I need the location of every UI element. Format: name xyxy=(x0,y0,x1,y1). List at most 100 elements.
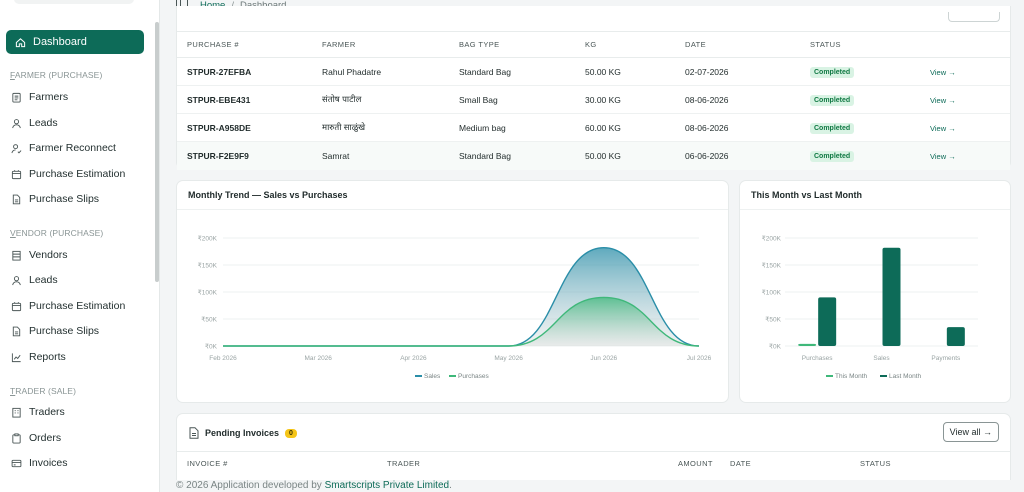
purchase-id: STPUR-F2E9F9 xyxy=(177,141,322,170)
view-link[interactable]: View → xyxy=(930,67,956,77)
series-line-purchases xyxy=(223,296,700,347)
card-title: Pending Invoices xyxy=(205,428,280,438)
date: 08-06-2026 xyxy=(685,113,810,142)
view-link[interactable]: View → xyxy=(930,123,956,133)
invoices-table: INVOICE # TRADER AMOUNT DATE STATUS xyxy=(177,451,1010,476)
column-header: STATUS xyxy=(810,31,930,58)
month-comparison-card: This Month vs Last Month ₹0K ₹50K ₹100K ₹15… xyxy=(739,180,1011,403)
date: 08-06-2026 xyxy=(685,85,810,114)
bag-type: Standard Bag xyxy=(459,57,585,86)
sidebar-item-vendors[interactable]: Vendors xyxy=(10,246,68,264)
calculator-icon xyxy=(10,300,22,312)
farmer-name: मारुती साळुंखे xyxy=(322,113,459,142)
y-tick-label: ₹100K xyxy=(762,289,782,297)
weight: 50.00 KG xyxy=(585,141,685,170)
file-icon xyxy=(10,325,22,337)
sidebar-item-label: Purchase Slips xyxy=(29,325,100,337)
status-cell: Completed xyxy=(810,141,930,170)
legend-swatch xyxy=(415,375,422,377)
sidebar-item-label: Purchase Estimation xyxy=(29,168,126,180)
table-row[interactable]: STPUR-EBE431 संतोष पाटील Small Bag 30.00… xyxy=(177,85,1010,114)
bag-type: Small Bag xyxy=(459,85,585,114)
pending-count-badge: 0 xyxy=(285,428,297,438)
sidebar-item-label: Leads xyxy=(29,117,58,129)
clipboard-icon xyxy=(10,91,22,103)
status-badge: Completed xyxy=(810,94,855,106)
footer-suffix: . xyxy=(449,480,452,491)
column-header: INVOICE # xyxy=(177,451,387,476)
sidebar-item-label: Farmer Reconnect xyxy=(29,142,116,154)
footer-company-link[interactable]: Smartscripts Private Limited xyxy=(324,480,450,491)
section-label-farmer: FARMER (PURCHASE) xyxy=(10,70,103,80)
breadcrumb-home[interactable]: Home xyxy=(200,0,225,11)
status-badge: Completed xyxy=(810,66,855,78)
x-tick-label: Mar 2026 xyxy=(304,355,332,362)
sidebar-item-label: Purchase Slips xyxy=(29,193,100,205)
column-header: AMOUNT xyxy=(678,451,730,476)
legend-label: Last Month xyxy=(889,373,922,380)
view-link[interactable]: View → xyxy=(930,151,956,161)
status-badge: Completed xyxy=(810,122,855,134)
clipboard-icon xyxy=(10,432,22,444)
view-all-purchases-button[interactable] xyxy=(948,12,1000,22)
purchase-id: STPUR-EBE431 xyxy=(177,85,322,114)
pending-invoices-card: Pending Invoices 0 View all → INVOICE # … xyxy=(176,413,1011,492)
sidebar-item-purchase-estimation[interactable]: Purchase Estimation xyxy=(10,165,125,183)
sidebar-item-reports[interactable]: Reports xyxy=(10,348,66,366)
table-row[interactable]: STPUR-F2E9F9 Samrat Standard Bag 50.00 K… xyxy=(177,141,1010,170)
column-header: KG xyxy=(585,31,685,58)
table-row[interactable]: STPUR-27EFBA Rahul Phadatre Standard Bag… xyxy=(177,57,1010,86)
purchases-table: PURCHASE # FARMER BAG TYPE KG DATE STATU… xyxy=(177,31,1010,170)
legend-label: This Month xyxy=(835,373,868,380)
sidebar-item-label: Purchase Estimation xyxy=(29,300,126,312)
building-icon xyxy=(10,406,22,418)
footer: © 2026 Application developed by Smartscr… xyxy=(176,480,1011,492)
sidebar-item-vendor-purchase-slips[interactable]: Purchase Slips xyxy=(10,322,99,340)
sidebar-item-traders[interactable]: Traders xyxy=(10,403,65,421)
sidebar-item-farmers[interactable]: Farmers xyxy=(10,88,68,106)
y-tick-label: ₹0K xyxy=(769,343,782,351)
legend-swatch xyxy=(449,375,456,377)
sidebar-scrollbar[interactable] xyxy=(155,22,159,282)
sidebar-item-vendor-leads[interactable]: Leads xyxy=(10,271,58,289)
status-cell: Completed xyxy=(810,113,930,142)
sidebar-item-vendor-purchase-estimation[interactable]: Purchase Estimation xyxy=(10,297,125,315)
x-tick-label: Sales xyxy=(873,355,890,362)
table-header-row: PURCHASE # FARMER BAG TYPE KG DATE STATU… xyxy=(177,31,1010,58)
sidebar-item-label: Invoices xyxy=(29,457,68,469)
bar-this-month xyxy=(798,343,817,346)
sidebar-item-dashboard[interactable]: Dashboard xyxy=(6,30,144,54)
view-cell: View → xyxy=(930,57,1010,86)
legend-label: Purchases xyxy=(458,373,489,380)
x-tick-label: Apr 2026 xyxy=(400,355,427,362)
y-tick-label: ₹100K xyxy=(198,289,218,297)
column-header: FARMER xyxy=(322,31,459,58)
table-row[interactable]: STPUR-A958DE मारुती साळुंखे Medium bag 6… xyxy=(177,113,1010,142)
column-header: DATE xyxy=(685,31,810,58)
y-tick-label: ₹150K xyxy=(762,262,782,270)
sidebar-item-orders[interactable]: Orders xyxy=(10,429,61,447)
area-fill-purchases xyxy=(223,297,699,346)
x-tick-label: May 2026 xyxy=(494,355,523,362)
bag-type: Standard Bag xyxy=(459,141,585,170)
sidebar-item-label: Leads xyxy=(29,274,58,286)
sidebar-item-label: Vendors xyxy=(29,249,68,261)
sidebar-item-invoices[interactable]: Invoices xyxy=(10,454,68,472)
card-divider xyxy=(177,209,728,210)
view-link[interactable]: View → xyxy=(930,95,956,105)
view-cell: View → xyxy=(930,113,1010,142)
sidebar: Dashboard FARMER (PURCHASE) Farmers Lead… xyxy=(0,0,160,492)
view-all-button[interactable]: View all → xyxy=(942,422,999,442)
sidebar-item-farmer-reconnect[interactable]: Farmer Reconnect xyxy=(10,139,116,157)
column-header: BAG TYPE xyxy=(459,31,585,58)
x-tick-label: Jul 2026 xyxy=(687,355,712,362)
sidebar-item-leads[interactable]: Leads xyxy=(10,114,58,132)
card-divider xyxy=(740,209,1010,210)
sidebar-item-purchase-slips[interactable]: Purchase Slips xyxy=(10,190,99,208)
file-icon xyxy=(189,427,199,439)
purchase-id: STPUR-A958DE xyxy=(177,113,322,142)
card-title: This Month vs Last Month xyxy=(751,190,862,200)
column-header: STATUS xyxy=(860,451,1010,476)
purchase-id: STPUR-27EFBA xyxy=(177,57,322,86)
legend-swatch xyxy=(880,375,887,377)
